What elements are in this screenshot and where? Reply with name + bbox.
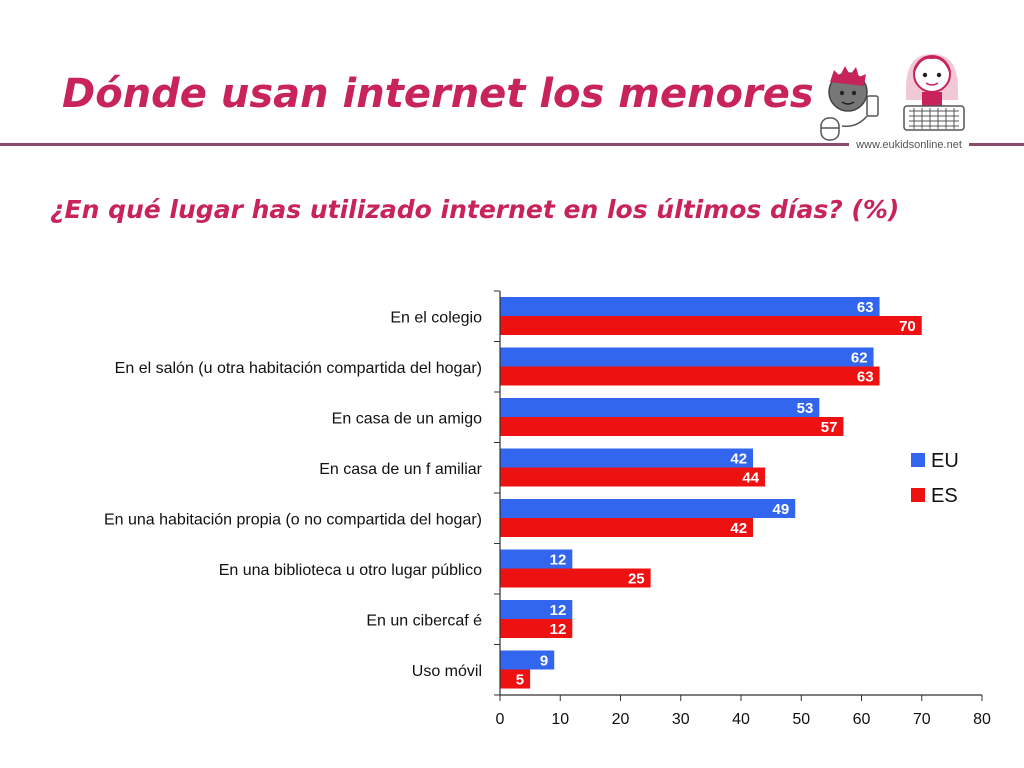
- data-label: 62: [851, 350, 868, 367]
- bar-es: [500, 467, 766, 487]
- bar-eu: [500, 347, 874, 367]
- data-label: 12: [550, 621, 567, 638]
- bar-eu: [500, 499, 796, 518]
- data-label: 53: [797, 400, 814, 417]
- website-url: www.eukidsonline.net: [849, 137, 969, 153]
- bar-eu: [500, 549, 573, 569]
- category-label: En un cibercaf é: [366, 612, 482, 629]
- bar-chart: En el colegio 63 70 En el salón (u otra hab…: [104, 290, 991, 728]
- x-tick-label: 20: [612, 711, 630, 728]
- bar-eu: [500, 600, 573, 619]
- category-label: En una habitación propia (o no compartid…: [104, 511, 482, 528]
- data-label: 63: [857, 369, 874, 386]
- legend-label-eu: EU: [931, 450, 959, 472]
- category-label: En el salón (u otra habitación compartid…: [115, 360, 482, 377]
- bar-es: [500, 417, 844, 436]
- slide-question: ¿En qué lugar has utilizado internet en …: [50, 195, 900, 224]
- x-tick-label: 30: [672, 711, 690, 728]
- category-label: En casa de un f amiliar: [319, 461, 482, 478]
- x-tick-label: 10: [551, 711, 569, 728]
- category-label: En casa de un amigo: [332, 410, 482, 427]
- legend-label-es: ES: [931, 485, 958, 507]
- bar-es: [500, 669, 531, 689]
- data-label: 9: [540, 653, 548, 670]
- category-label: En una biblioteca u otro lugar público: [219, 562, 482, 579]
- data-label: 25: [628, 571, 645, 588]
- legend-swatch-es: [911, 488, 925, 502]
- data-label: 12: [550, 552, 567, 569]
- bar-es: [500, 518, 754, 537]
- bar-es: [500, 568, 651, 588]
- data-label: 42: [730, 451, 747, 468]
- x-tick-label: 50: [792, 711, 810, 728]
- data-label: 12: [550, 602, 567, 619]
- x-tick-label: 40: [732, 711, 750, 728]
- bar-es: [500, 366, 880, 386]
- data-label: 63: [857, 299, 874, 316]
- x-tick-label: 80: [973, 711, 991, 728]
- category-label: Uso móvil: [412, 663, 482, 680]
- data-label: 44: [742, 470, 759, 487]
- bar-es: [500, 619, 573, 638]
- bar-eu: [500, 398, 820, 417]
- x-tick-label: 60: [853, 711, 871, 728]
- eu-kids-online-logo-icon: [820, 54, 965, 141]
- x-tick-label: 0: [496, 711, 505, 728]
- data-label: 49: [773, 501, 790, 518]
- bar-eu: [500, 448, 754, 468]
- category-label: En el colegio: [390, 309, 482, 326]
- data-label: 70: [899, 318, 916, 335]
- bar-es: [500, 316, 922, 335]
- x-tick-label: 70: [913, 711, 931, 728]
- data-label: 42: [730, 520, 747, 537]
- data-label: 5: [516, 672, 524, 689]
- title-underline: [0, 143, 1024, 146]
- slide-title: Dónde usan internet los menores: [62, 71, 814, 117]
- legend-swatch-eu: [911, 453, 925, 467]
- bar-eu: [500, 297, 880, 316]
- data-label: 57: [821, 419, 838, 436]
- bar-eu: [500, 650, 555, 670]
